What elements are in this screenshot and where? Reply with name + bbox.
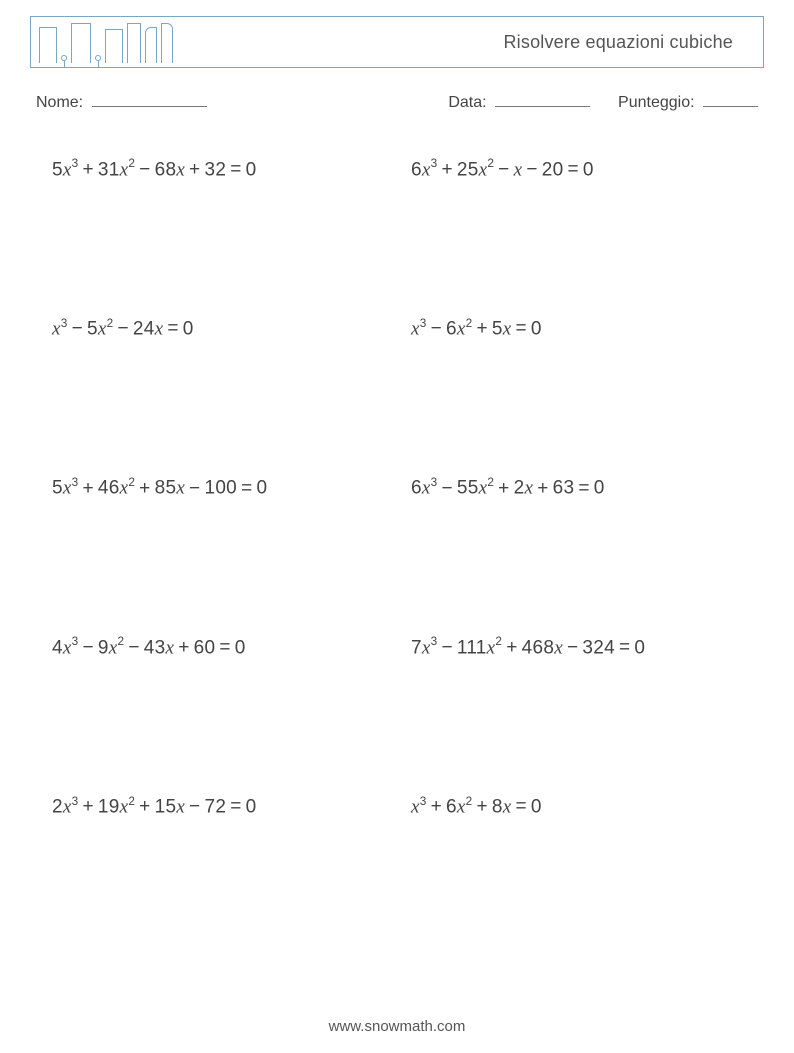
footer-url: www.snowmath.com [0, 1018, 794, 1035]
equation: x3−5x2−24x=0 [52, 317, 387, 340]
equation: x3−6x2+5x=0 [411, 317, 746, 340]
equation: 6x3+25x2−x−20=0 [411, 158, 746, 181]
equation: 5x3+31x2−68x+32=0 [52, 158, 387, 181]
page-title: Risolvere equazioni cubiche [503, 32, 733, 53]
score-label: Punteggio: [618, 94, 695, 111]
equation: 6x3−55x2+2x+63=0 [411, 476, 746, 499]
score-field: Punteggio: [618, 90, 758, 112]
equation: 2x3+19x2+15x−72=0 [52, 795, 387, 818]
score-blank[interactable] [703, 90, 758, 107]
problems-grid: 5x3+31x2−68x+32=0 6x3+25x2−x−20=0 x3−5x2−2… [30, 158, 764, 819]
meta-bar: Nome: Data: Punteggio: [36, 90, 758, 112]
equation: x3+6x2+8x=0 [411, 795, 746, 818]
header-banner: Risolvere equazioni cubiche [30, 16, 764, 68]
date-label: Data: [448, 94, 486, 111]
equation: 4x3−9x2−43x+60=0 [52, 636, 387, 659]
date-blank[interactable] [495, 90, 590, 107]
worksheet-page: Risolvere equazioni cubiche Nome: Data: … [0, 0, 794, 1053]
name-label: Nome: [36, 94, 83, 111]
equation: 5x3+46x2+85x−100=0 [52, 476, 387, 499]
equation: 7x3−111x2+468x−324=0 [411, 636, 746, 659]
name-field: Nome: [36, 90, 207, 112]
date-field: Data: [448, 90, 590, 112]
skyline-icon [39, 17, 173, 67]
name-blank[interactable] [92, 90, 207, 107]
